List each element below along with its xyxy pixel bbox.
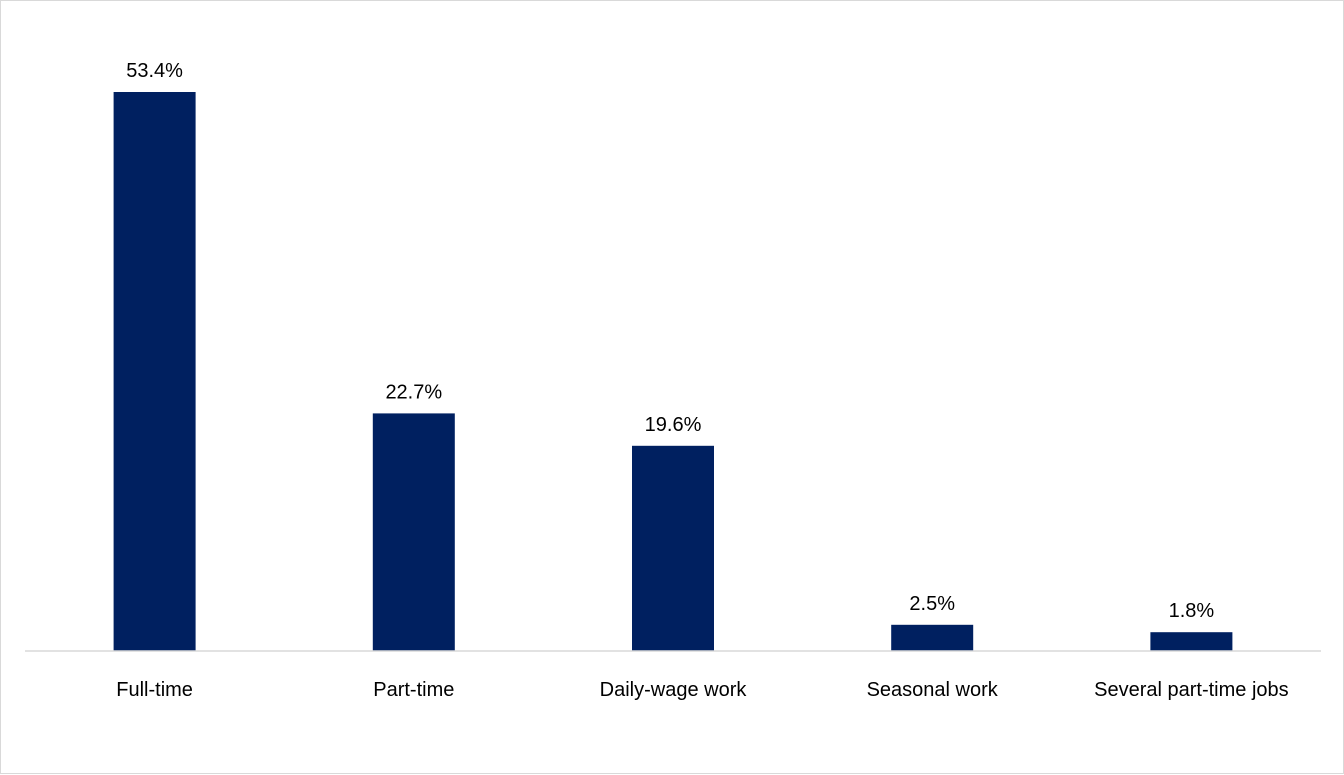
data-label-3: 2.5% xyxy=(909,593,955,615)
category-label-4: Several part-time jobs xyxy=(1094,679,1289,701)
data-label-2: 19.6% xyxy=(645,414,702,436)
category-label-3: Seasonal work xyxy=(867,679,999,701)
bar-0 xyxy=(113,92,196,651)
bar-1 xyxy=(372,413,455,651)
data-label-0: 53.4% xyxy=(126,60,183,82)
bar-4 xyxy=(1150,632,1233,651)
bars-group xyxy=(113,92,1233,651)
category-labels-group: Full-time Part-time Daily-wage work Seasona… xyxy=(116,679,1288,701)
category-label-0: Full-time xyxy=(116,679,193,701)
bar-2 xyxy=(632,445,714,651)
bar-3 xyxy=(891,624,974,651)
data-label-4: 1.8% xyxy=(1169,600,1215,622)
category-label-2: Daily-wage work xyxy=(600,679,748,701)
value-labels-group: 53.4% 22.7% 19.6% 2.5% 1.8% xyxy=(126,60,1214,622)
data-label-1: 22.7% xyxy=(385,381,442,403)
category-label-1: Part-time xyxy=(373,679,454,701)
